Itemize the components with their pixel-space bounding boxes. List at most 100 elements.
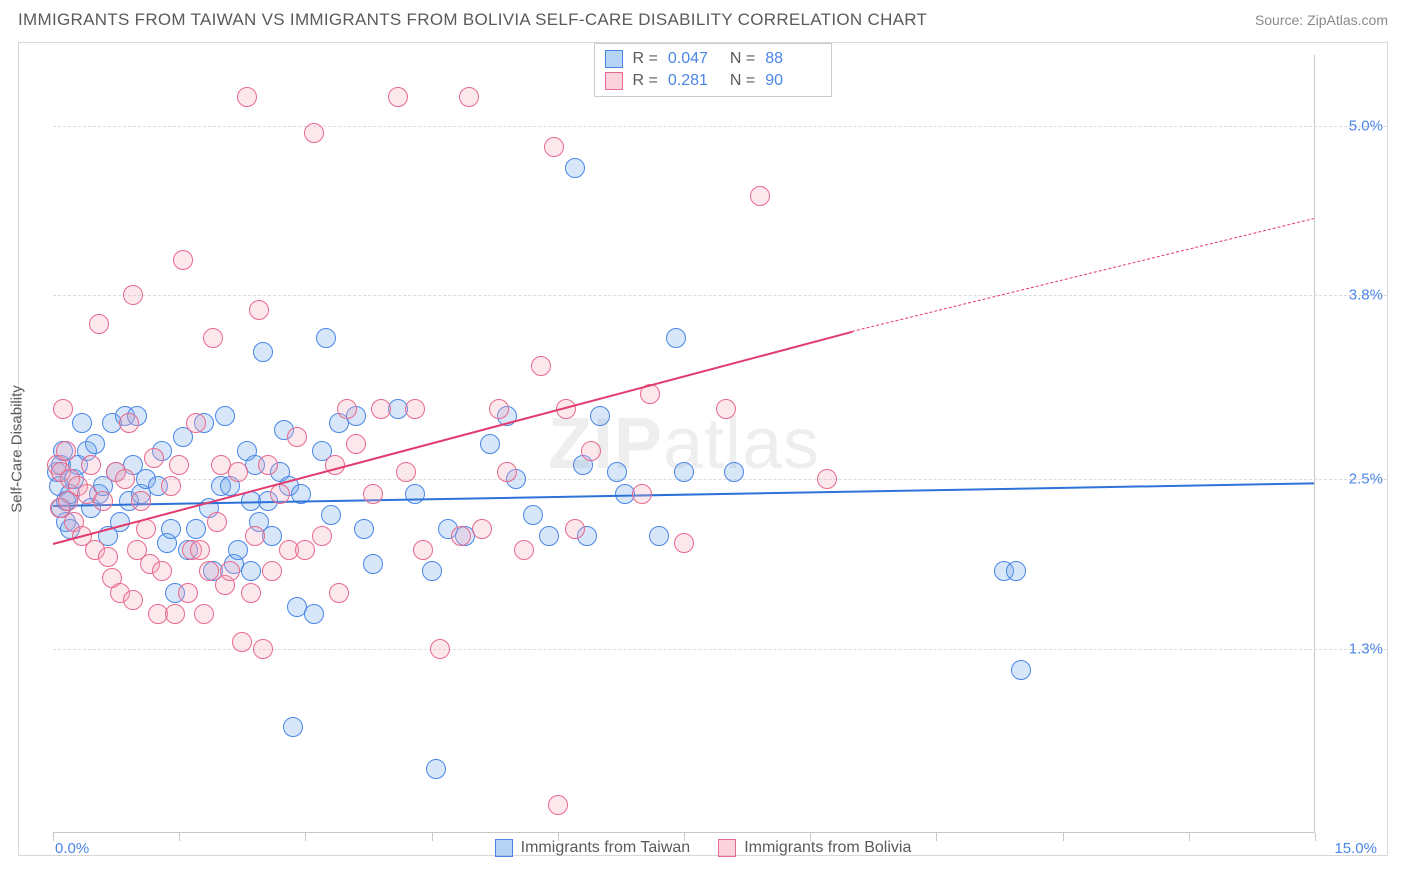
scatter-point <box>56 441 76 461</box>
scatter-point <box>607 462 627 482</box>
scatter-point <box>337 399 357 419</box>
gridline <box>53 295 1387 296</box>
scatter-point <box>716 399 736 419</box>
scatter-point <box>312 526 332 546</box>
bottom-legend: Immigrants from Taiwan Immigrants from B… <box>19 839 1387 857</box>
top-legend: R = 0.047 N = 88 R = 0.281 N = 90 <box>594 43 833 97</box>
scatter-point <box>123 590 143 610</box>
scatter-point <box>750 186 770 206</box>
scatter-point <box>186 413 206 433</box>
scatter-point <box>396 462 416 482</box>
scatter-point <box>131 491 151 511</box>
scatter-point <box>565 519 585 539</box>
scatter-point <box>316 328 336 348</box>
scatter-point <box>85 434 105 454</box>
scatter-point <box>451 526 471 546</box>
scatter-point <box>199 561 219 581</box>
n-label: N = <box>730 50 755 68</box>
scatter-point <box>674 533 694 553</box>
scatter-point <box>817 469 837 489</box>
scatter-point <box>53 399 73 419</box>
scatter-point <box>724 462 744 482</box>
scatter-point <box>472 519 492 539</box>
scatter-point <box>249 300 269 320</box>
y-tick-label: 1.3% <box>1349 641 1383 658</box>
scatter-point <box>283 717 303 737</box>
scatter-point <box>241 583 261 603</box>
source-label: Source: ZipAtlas.com <box>1255 12 1388 28</box>
scatter-point <box>514 540 534 560</box>
scatter-point <box>262 561 282 581</box>
y-tick-label: 5.0% <box>1349 117 1383 134</box>
legend-item-taiwan: Immigrants from Taiwan <box>495 839 691 857</box>
y-axis-label: Self-Care Disability <box>9 385 26 513</box>
scatter-point <box>228 462 248 482</box>
scatter-point <box>237 87 257 107</box>
scatter-point <box>169 455 189 475</box>
scatter-point <box>173 250 193 270</box>
chart-container: Self-Care Disability ZIPatlas 1.3%2.5%3.… <box>18 42 1388 856</box>
gridline <box>53 126 1387 127</box>
legend-label: Immigrants from Taiwan <box>521 839 691 857</box>
top-legend-row-taiwan: R = 0.047 N = 88 <box>605 48 818 70</box>
scatter-point <box>123 285 143 305</box>
legend-item-bolivia: Immigrants from Bolivia <box>718 839 911 857</box>
scatter-point <box>98 547 118 567</box>
n-label: N = <box>730 72 755 90</box>
scatter-point <box>194 604 214 624</box>
scatter-point <box>363 484 383 504</box>
legend-label: Immigrants from Bolivia <box>744 839 911 857</box>
scatter-point <box>480 434 500 454</box>
scatter-point <box>161 519 181 539</box>
legend-swatch-icon <box>718 839 736 857</box>
n-value: 90 <box>765 72 817 90</box>
scatter-point <box>413 540 433 560</box>
legend-swatch-icon <box>605 72 623 90</box>
legend-swatch-icon <box>495 839 513 857</box>
scatter-point <box>119 413 139 433</box>
top-legend-row-bolivia: R = 0.281 N = 90 <box>605 70 818 92</box>
scatter-point <box>89 314 109 334</box>
r-value: 0.047 <box>668 50 720 68</box>
gridline <box>53 479 1387 480</box>
scatter-point <box>346 434 366 454</box>
scatter-point <box>93 491 113 511</box>
x-axis <box>53 832 1315 833</box>
scatter-point <box>203 328 223 348</box>
scatter-point <box>544 137 564 157</box>
scatter-point <box>354 519 374 539</box>
scatter-point <box>539 526 559 546</box>
scatter-point <box>523 505 543 525</box>
scatter-point <box>531 356 551 376</box>
scatter-point <box>426 759 446 779</box>
scatter-point <box>489 399 509 419</box>
scatter-point <box>190 540 210 560</box>
scatter-point <box>144 448 164 468</box>
scatter-point <box>258 455 278 475</box>
scatter-point <box>632 484 652 504</box>
scatter-point <box>304 123 324 143</box>
scatter-point <box>253 639 273 659</box>
scatter-point <box>565 158 585 178</box>
scatter-point <box>241 561 261 581</box>
scatter-point <box>186 519 206 539</box>
scatter-point <box>165 604 185 624</box>
scatter-point <box>459 87 479 107</box>
y-tick-label: 2.5% <box>1349 471 1383 488</box>
scatter-point <box>72 413 92 433</box>
scatter-point <box>497 462 517 482</box>
scatter-point <box>245 526 265 546</box>
title-bar: IMMIGRANTS FROM TAIWAN VS IMMIGRANTS FRO… <box>0 0 1406 38</box>
plot-area: ZIPatlas 1.3%2.5%3.8%5.0% <box>53 55 1315 833</box>
y-tick-label: 3.8% <box>1349 287 1383 304</box>
scatter-point <box>422 561 442 581</box>
scatter-point <box>220 561 240 581</box>
scatter-point <box>548 795 568 815</box>
scatter-point <box>388 87 408 107</box>
scatter-point <box>329 583 349 603</box>
scatter-point <box>178 583 198 603</box>
scatter-point <box>232 632 252 652</box>
scatter-point <box>81 455 101 475</box>
scatter-point <box>666 328 686 348</box>
scatter-point <box>674 462 694 482</box>
